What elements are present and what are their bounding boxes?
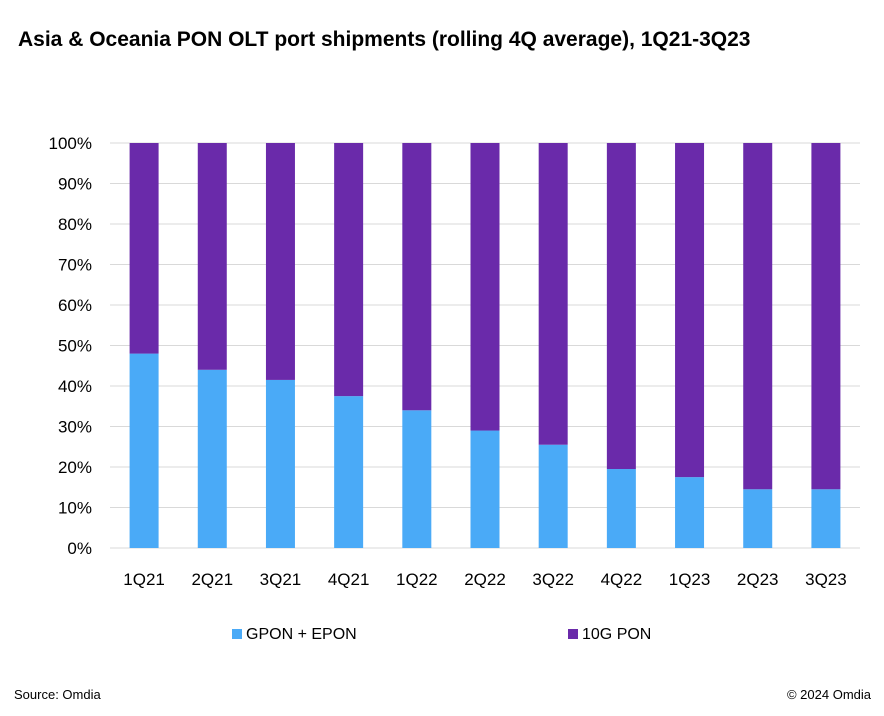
bar-gpon-epon: [197, 369, 227, 548]
y-tick-label: 50%: [58, 337, 92, 356]
x-tick-label: 1Q22: [396, 570, 438, 589]
chart-title: Asia & Oceania PON OLT port shipments (r…: [18, 28, 751, 51]
legend-swatch: [232, 629, 242, 639]
y-tick-label: 0%: [67, 539, 92, 558]
legend: GPON + EPON 10G PON: [232, 626, 651, 643]
x-tick-label: 3Q21: [260, 570, 302, 589]
y-tick-label: 20%: [58, 458, 92, 477]
bar-gpon-epon: [606, 469, 636, 548]
bar-gpon-epon: [129, 353, 159, 548]
bar-gpon-epon: [470, 430, 500, 548]
x-tick-label: 3Q22: [532, 570, 574, 589]
bar-gpon-epon: [675, 477, 705, 548]
bar-10g-pon: [402, 143, 432, 411]
bar-gpon-epon: [811, 489, 841, 548]
bar-gpon-epon: [334, 396, 364, 548]
bar-10g-pon: [197, 143, 227, 370]
bar-10g-pon: [606, 143, 636, 470]
bar-10g-pon: [743, 143, 773, 490]
y-tick-label: 30%: [58, 418, 92, 437]
y-tick-label: 100%: [49, 134, 92, 153]
y-tick-label: 90%: [58, 175, 92, 194]
y-tick-label: 40%: [58, 377, 92, 396]
bar-10g-pon: [675, 143, 705, 478]
bar-10g-pon: [129, 143, 159, 354]
bar-10g-pon: [811, 143, 841, 490]
bar-10g-pon: [470, 143, 500, 431]
x-tick-label: 2Q22: [464, 570, 506, 589]
y-tick-label: 70%: [58, 256, 92, 275]
copyright-note: © 2024 Omdia: [787, 687, 872, 702]
bar-10g-pon: [334, 143, 364, 397]
x-tick-label: 1Q21: [123, 570, 165, 589]
x-axis-tick-labels: 1Q21 2Q21 3Q21 4Q21 1Q22 2Q22 3Q22 4Q22 1Q23 2Q23…: [123, 570, 846, 589]
x-tick-label: 2Q21: [191, 570, 233, 589]
x-tick-label: 4Q22: [601, 570, 643, 589]
bar-gpon-epon: [402, 410, 432, 548]
bar-gpon-epon: [538, 444, 568, 548]
bar-gpon-epon: [743, 489, 773, 548]
bar-10g-pon: [538, 143, 568, 445]
y-tick-label: 10%: [58, 499, 92, 518]
bars: [129, 143, 841, 548]
x-tick-label: 1Q23: [669, 570, 711, 589]
legend-swatch: [568, 629, 578, 639]
y-tick-label: 80%: [58, 215, 92, 234]
x-tick-label: 3Q23: [805, 570, 847, 589]
source-note: Source: Omdia: [14, 687, 101, 702]
bar-10g-pon: [265, 143, 295, 380]
y-tick-label: 60%: [58, 296, 92, 315]
legend-label: GPON + EPON: [246, 626, 357, 643]
y-axis-tick-labels: 0% 10% 20% 30% 40% 50% 60% 70% 80% 90% 100%: [49, 134, 92, 558]
x-tick-label: 2Q23: [737, 570, 779, 589]
bar-gpon-epon: [265, 379, 295, 548]
legend-label: 10G PON: [582, 626, 651, 643]
x-tick-label: 4Q21: [328, 570, 370, 589]
